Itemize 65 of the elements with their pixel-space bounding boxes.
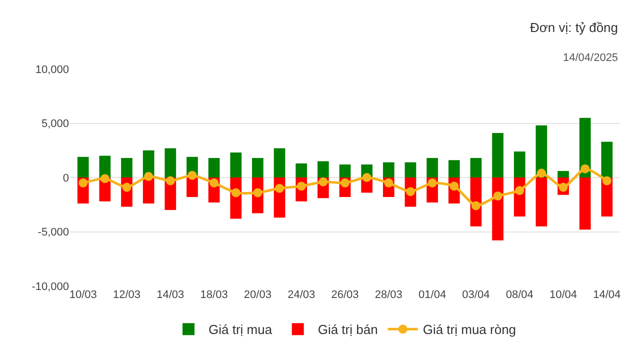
bar <box>404 162 416 178</box>
x-tick-label: 18/03 <box>200 289 228 301</box>
bar <box>274 148 286 178</box>
point <box>188 170 197 180</box>
text: Đơn vị: tỷ đồng <box>530 20 618 35</box>
y-tick-label: -10,000 <box>32 280 69 293</box>
point <box>602 176 612 186</box>
point <box>122 182 132 192</box>
bar <box>558 170 569 178</box>
y-tick-label: 0 <box>62 172 69 184</box>
point <box>100 174 110 184</box>
point <box>536 168 546 178</box>
legend-label: Giá trị bán <box>318 322 378 338</box>
bar <box>186 178 198 198</box>
bar <box>121 158 132 178</box>
x-tick-label: 20/03 <box>244 289 272 301</box>
bar <box>142 178 154 204</box>
y-tick-label: 5,000 <box>41 118 69 130</box>
bar <box>252 158 264 178</box>
point <box>144 172 154 181</box>
x-tick-label: 14/04 <box>593 289 621 301</box>
x-tick-label: 12/03 <box>112 289 141 301</box>
bar <box>296 163 308 178</box>
legend-label: Giá trị mua ròng <box>422 322 516 338</box>
x-tick-label: 26/03 <box>331 289 359 301</box>
bar <box>579 178 591 230</box>
bar <box>77 156 89 178</box>
bar <box>339 164 351 178</box>
y-tick-label: 10,000 <box>35 64 69 76</box>
bar <box>492 133 504 178</box>
point <box>471 201 480 210</box>
x-tick-label: 10/04 <box>549 289 578 301</box>
bar <box>448 160 460 178</box>
x-tick-label: 08/04 <box>506 289 534 301</box>
bar <box>164 148 176 178</box>
point <box>231 188 240 198</box>
bar <box>601 142 613 178</box>
bar <box>382 162 394 178</box>
point <box>210 178 219 188</box>
x-tick-label: 03/04 <box>462 289 490 301</box>
x-tick-label: 10/03 <box>69 289 97 301</box>
text: 14/04/2025 <box>563 52 618 64</box>
point <box>318 177 328 186</box>
point <box>362 173 372 182</box>
bar <box>318 161 329 178</box>
point <box>428 178 437 188</box>
point <box>493 191 502 200</box>
point <box>580 164 590 174</box>
x-tick-label: 24/03 <box>288 289 316 301</box>
x-tick-label: 14/03 <box>156 289 184 301</box>
point <box>166 176 175 186</box>
bar <box>514 151 526 178</box>
point <box>275 184 284 193</box>
legend-label: Giá trị mua <box>208 322 273 338</box>
bar <box>230 152 242 178</box>
bar <box>536 178 548 226</box>
x-tick-label: 28/03 <box>374 289 402 301</box>
bar <box>426 158 438 178</box>
point <box>78 178 88 188</box>
point <box>515 186 524 196</box>
bar <box>470 158 482 178</box>
x-tick-label: 01/04 <box>418 289 446 301</box>
y-tick-label: -5,000 <box>38 226 69 239</box>
bar <box>492 178 504 240</box>
bar <box>208 158 220 178</box>
